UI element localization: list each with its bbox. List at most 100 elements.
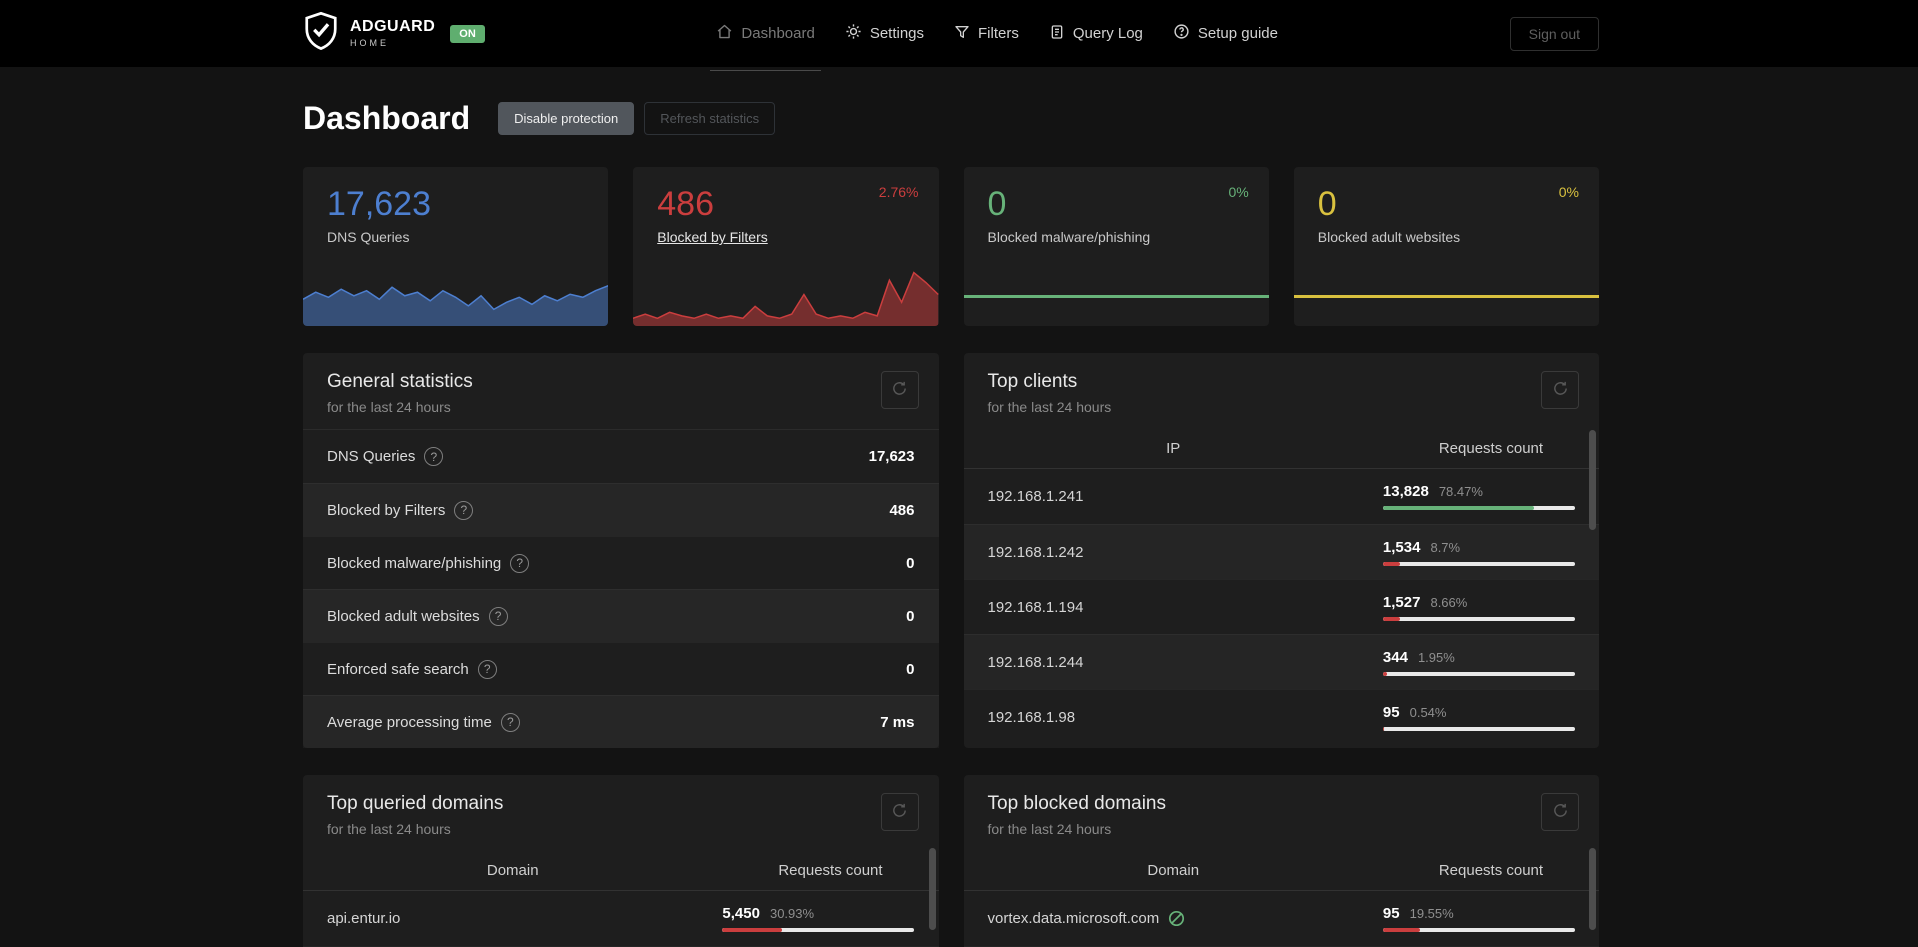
card-title: Top clients (987, 371, 1078, 392)
requests-count: 13,828 (1382, 483, 1429, 500)
table-header: Domain Requests count (963, 851, 1599, 891)
sign-out-button[interactable]: Sign out (1509, 16, 1599, 51)
percent-text: 19.55% (1409, 906, 1454, 921)
general-statistics-table: DNS Queries? 17,623 Blocked by Filters? … (303, 429, 939, 748)
card-subtitle: for the last 24 hours (987, 399, 1112, 415)
table-row: DNS Queries? 17,623 (303, 430, 939, 483)
refresh-statistics-button[interactable]: Refresh statistics (644, 102, 776, 135)
adguard-home-logo[interactable]: ADGUARD HOME ON (303, 11, 485, 56)
progress-bar (1382, 726, 1575, 731)
scrollbar-thumb[interactable] (928, 848, 936, 930)
table-row: api.entur.io 5,450 30.93% (303, 891, 939, 946)
blocked-by-filters-link[interactable]: Blocked by Filters (657, 229, 768, 245)
top-blocked-rows: vortex.data.microsoft.com 95 19.55% (964, 891, 1600, 947)
stat-row-value: 7 ms (880, 713, 915, 731)
percent-text: 30.93% (769, 906, 815, 921)
scrollbar-thumb[interactable] (1589, 848, 1596, 930)
refresh-icon (891, 380, 908, 400)
nav-item-filters[interactable]: Filters (954, 0, 1019, 67)
shield-logo-icon (303, 11, 339, 56)
stat-value: 486 (657, 185, 714, 223)
stat-row-label: Enforced safe search (327, 660, 469, 678)
progress-bar (722, 928, 915, 932)
progress-bar (1382, 671, 1575, 676)
protection-status-badge: ON (450, 24, 485, 43)
help-icon[interactable]: ? (488, 606, 508, 626)
requests-count: 1,534 (1382, 538, 1421, 556)
progress-bar (1382, 616, 1575, 621)
column-header-requests: Requests count (778, 862, 883, 879)
refresh-icon (891, 802, 908, 822)
help-icon[interactable]: ? (454, 500, 474, 520)
refresh-card-button[interactable] (1541, 793, 1579, 831)
sparkline-chart (303, 270, 609, 326)
percent-badge: 0% (1558, 184, 1579, 200)
gear-icon (845, 23, 862, 44)
scrollbar-thumb[interactable] (1589, 430, 1596, 530)
nav-label: Setup guide (1197, 25, 1278, 42)
stat-row-label: Blocked malware/phishing (327, 554, 502, 572)
table-row: Blocked by Filters? 486 (303, 483, 939, 536)
progress-fill (1382, 616, 1400, 621)
stat-row-label: Blocked adult websites (327, 607, 480, 625)
requests-count: 344 (1382, 648, 1408, 666)
help-icon[interactable]: ? (424, 447, 444, 466)
stat-row-value: 486 (889, 501, 915, 519)
stat-label: DNS Queries (327, 229, 410, 245)
ip-cell: 192.168.1.242 (987, 543, 1084, 561)
nav-item-setup-guide[interactable]: Setup guide (1173, 0, 1278, 67)
table-header: Domain Requests count (303, 851, 939, 891)
progress-bar (1382, 506, 1575, 510)
percent-text: 1.95% (1417, 649, 1455, 665)
stat-row-value: 17,623 (868, 448, 915, 465)
stat-value: 17,623 (327, 185, 431, 223)
help-icon[interactable]: ? (510, 553, 530, 573)
stat-value: 0 (987, 185, 1007, 223)
page-header: Dashboard Disable protection Refresh sta… (303, 100, 1599, 137)
ip-cell: 192.168.1.241 (987, 488, 1084, 505)
help-icon[interactable]: ? (477, 659, 497, 679)
nav-item-settings[interactable]: Settings (845, 0, 924, 67)
percent-text: 0.54% (1409, 704, 1447, 720)
stat-label: Blocked malware/phishing (987, 229, 1151, 245)
card-title: General statistics (327, 371, 473, 392)
column-header-domain: Domain (1147, 862, 1200, 879)
nav-label: Filters (978, 25, 1019, 42)
progress-fill (1382, 928, 1421, 932)
document-icon (1049, 24, 1065, 44)
refresh-icon (1552, 380, 1569, 400)
refresh-icon (1552, 802, 1569, 822)
percent-badge: 2.76% (878, 184, 919, 200)
table-header: IP Requests count (963, 429, 1599, 469)
sparkline-chart (633, 260, 939, 326)
top-blocked-domains-card: Top blocked domains for the last 24 hour… (963, 775, 1600, 947)
progress-fill (722, 928, 782, 932)
refresh-card-button[interactable] (880, 793, 919, 831)
card-title: Top queried domains (327, 793, 504, 814)
table-row: 192.168.1.241 13,828 78.47% (964, 469, 1600, 524)
ip-cell: 192.168.1.194 (987, 598, 1084, 616)
table-row: 192.168.1.98 95 0.54% (963, 689, 1599, 744)
page-title: Dashboard (303, 100, 471, 136)
card-subtitle: for the last 24 hours (327, 399, 451, 415)
flat-trend-line (963, 295, 1269, 298)
refresh-card-button[interactable] (1541, 371, 1579, 409)
help-icon[interactable]: ? (500, 712, 520, 732)
funnel-icon (954, 24, 970, 44)
dashboard-icon (716, 23, 733, 44)
unblock-icon[interactable] (1168, 910, 1185, 927)
nav-item-dashboard[interactable]: Dashboard (710, 0, 822, 71)
domain-cell: api.entur.io (327, 910, 401, 927)
progress-fill (1382, 726, 1384, 731)
stat-value: 0 (1317, 185, 1337, 223)
table-row: Blocked malware/phishing? 0 (303, 536, 939, 589)
nav-label: Query Log (1072, 25, 1143, 42)
column-header-domain: Domain (486, 862, 539, 879)
column-header-requests: Requests count (1438, 862, 1544, 879)
requests-count: 95 (1382, 703, 1400, 721)
nav-item-query-log[interactable]: Query Log (1049, 0, 1143, 67)
progress-bar (1382, 561, 1575, 566)
middle-grid: General statistics for the last 24 hours… (303, 353, 1599, 748)
refresh-card-button[interactable] (880, 371, 919, 409)
disable-protection-button[interactable]: Disable protection (498, 102, 635, 135)
